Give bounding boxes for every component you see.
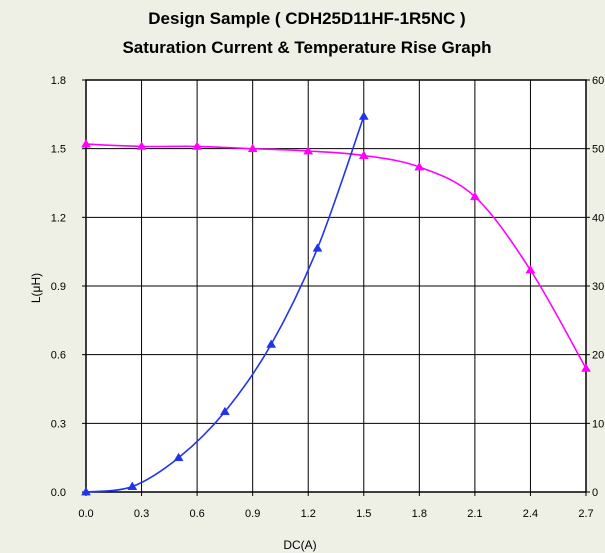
x-tick-label: 1.5 (356, 508, 371, 520)
x-tick-label: 1.2 (301, 508, 316, 520)
chart-subtitle: Saturation Current & Temperature Rise Gr… (122, 38, 491, 57)
temperature-rise-point (358, 111, 369, 120)
temperature-rise-point (173, 452, 184, 462)
chart-title: Design Sample ( CDH25D11HF-1R5NC ) (148, 9, 465, 28)
inductance-point (303, 146, 314, 155)
y2-tick-label: 10 (592, 418, 604, 430)
x-tick-label: 0.3 (134, 508, 149, 520)
temperature-rise-point (81, 487, 91, 496)
y-tick-label: 0.0 (51, 487, 66, 499)
y2-tick-label: 50 (592, 144, 604, 156)
y-axis-title: L(μH) (29, 273, 43, 303)
x-tick-label: 1.8 (412, 508, 427, 520)
x-tick-label: 2.1 (467, 508, 482, 520)
x-axis-title: DC(A) (283, 538, 316, 552)
inductance-series-line (85, 143, 587, 369)
y2-tick-label: 40 (592, 212, 604, 224)
inductance-point (247, 143, 258, 153)
y-tick-label: 0.6 (51, 350, 66, 362)
inductance-point (81, 139, 91, 148)
y2-tick-label: 30 (592, 281, 604, 293)
inductance-point (192, 141, 203, 150)
inductance-point (581, 363, 591, 372)
x-tick-label: 0.6 (189, 508, 204, 520)
y-tick-label: 1.2 (51, 212, 66, 224)
inductance-point (525, 265, 536, 274)
y-tick-label: 0.3 (51, 418, 66, 430)
x-tick-label: 2.7 (578, 508, 593, 520)
temperature-rise-series-line (85, 116, 365, 493)
temperature-rise-point (312, 243, 323, 252)
y-tick-label: 1.5 (51, 144, 66, 156)
temperature-rise-point (219, 406, 230, 416)
y2-tick-label: 20 (592, 350, 604, 362)
temperature-rise-point (127, 481, 138, 490)
x-tick-label: 2.4 (523, 508, 538, 520)
y2-tick-label: 0 (592, 487, 598, 499)
x-tick-label: 0.0 (78, 508, 93, 520)
y-tick-label: 1.8 (51, 75, 66, 87)
inductance-point (358, 150, 369, 159)
x-tick-label: 0.9 (245, 508, 260, 520)
y-tick-label: 0.9 (51, 281, 66, 293)
inductance-point (469, 191, 480, 201)
y2-tick-label: 60 (592, 75, 604, 87)
inductance-point (136, 141, 147, 150)
temperature-rise-point (266, 339, 277, 348)
inductance-point (414, 162, 425, 171)
